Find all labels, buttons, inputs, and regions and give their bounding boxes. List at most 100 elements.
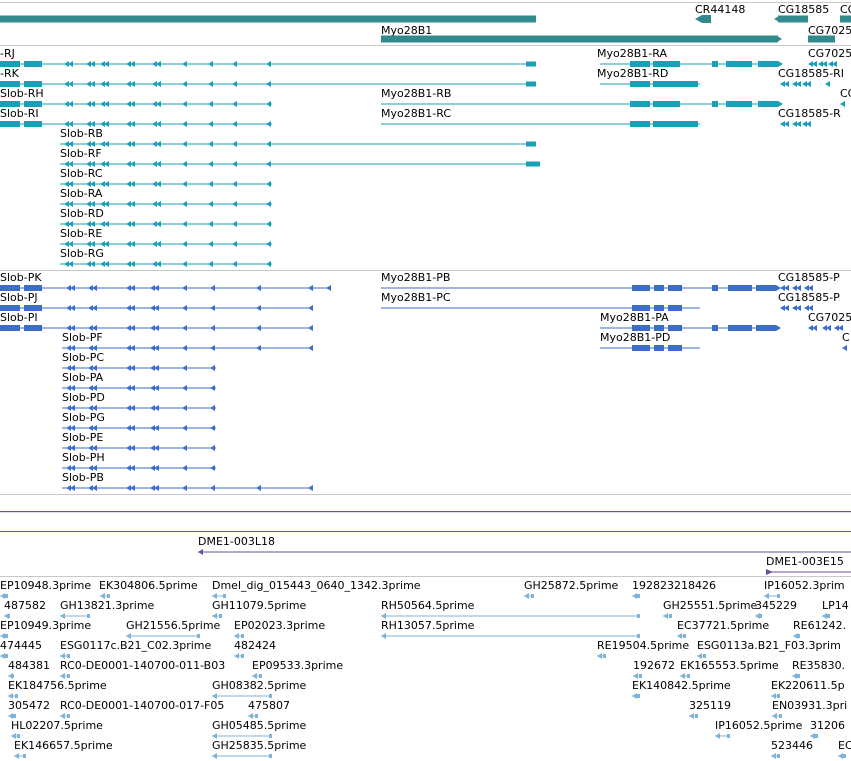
exon-block[interactable] xyxy=(526,61,536,67)
exon-block[interactable] xyxy=(680,121,698,127)
exon-block[interactable] xyxy=(703,654,706,658)
exon-block[interactable] xyxy=(17,734,20,738)
exon-block[interactable] xyxy=(24,305,42,311)
exon-block[interactable] xyxy=(0,15,536,23)
exon-block[interactable] xyxy=(632,325,650,331)
bac-line[interactable] xyxy=(0,531,851,532)
exon-block[interactable] xyxy=(630,81,650,87)
exon-block[interactable] xyxy=(0,305,20,311)
exon-block[interactable] xyxy=(23,754,26,758)
exon-block[interactable] xyxy=(24,61,42,67)
exon-block[interactable] xyxy=(526,161,540,167)
exon-block[interactable] xyxy=(15,694,18,698)
exon-block[interactable] xyxy=(815,734,818,738)
exon-block[interactable] xyxy=(269,734,272,738)
exon-block[interactable] xyxy=(797,674,800,678)
exon-block[interactable] xyxy=(827,614,830,618)
exon-block[interactable] xyxy=(526,81,536,87)
exon-block[interactable] xyxy=(67,654,70,658)
exon-block[interactable] xyxy=(24,81,42,87)
exon-block[interactable] xyxy=(637,614,640,618)
exon-block[interactable] xyxy=(669,614,672,618)
exon-block[interactable] xyxy=(758,61,778,67)
exon-block[interactable] xyxy=(726,61,752,67)
exon-block[interactable] xyxy=(632,305,650,311)
exon-block[interactable] xyxy=(87,614,90,618)
exon-block[interactable] xyxy=(668,305,682,311)
exon-block[interactable] xyxy=(269,694,272,698)
exon-block[interactable] xyxy=(712,325,718,331)
exon-block[interactable] xyxy=(777,694,780,698)
exon-block[interactable] xyxy=(223,594,226,598)
exon-block[interactable] xyxy=(24,121,42,127)
exon-block[interactable] xyxy=(639,674,642,678)
exon-block[interactable] xyxy=(653,61,680,67)
exon-block[interactable] xyxy=(727,734,730,738)
exon-block[interactable] xyxy=(0,81,20,87)
exon-block[interactable] xyxy=(683,634,686,638)
exon-block[interactable] xyxy=(653,121,680,127)
exon-block[interactable] xyxy=(680,81,698,87)
exon-block[interactable] xyxy=(630,61,650,67)
exon-block[interactable] xyxy=(840,15,851,23)
exon-block[interactable] xyxy=(67,674,70,678)
exon-block[interactable] xyxy=(24,325,42,331)
exon-block[interactable] xyxy=(0,61,20,67)
exon-block[interactable] xyxy=(668,285,682,291)
exon-block[interactable] xyxy=(5,634,8,638)
exon-block[interactable] xyxy=(11,674,14,678)
exon-block[interactable] xyxy=(777,754,780,758)
exon-block[interactable] xyxy=(630,121,650,127)
exon-block[interactable] xyxy=(241,654,244,658)
exon-block[interactable] xyxy=(843,754,846,758)
exon-block[interactable] xyxy=(531,594,534,598)
exon-block[interactable] xyxy=(5,654,8,658)
exon-block[interactable] xyxy=(668,325,682,331)
exon-block[interactable] xyxy=(712,285,718,291)
exon-block[interactable] xyxy=(197,634,200,638)
exon-block[interactable] xyxy=(526,141,536,147)
exon-block[interactable] xyxy=(24,101,42,107)
exon-block[interactable] xyxy=(259,674,262,678)
exon-block[interactable] xyxy=(637,634,640,638)
exon-block[interactable] xyxy=(654,285,664,291)
exon-block[interactable] xyxy=(381,35,778,43)
exon-block[interactable] xyxy=(778,15,808,23)
exon-block[interactable] xyxy=(758,101,778,107)
exon-block[interactable] xyxy=(653,101,680,107)
exon-block[interactable] xyxy=(797,634,800,638)
gene-block[interactable] xyxy=(695,15,711,23)
exon-block[interactable] xyxy=(712,101,718,107)
exon-block[interactable] xyxy=(255,714,258,718)
exon-block[interactable] xyxy=(654,305,664,311)
exon-block[interactable] xyxy=(269,754,272,758)
exon-block[interactable] xyxy=(0,121,20,127)
exon-block[interactable] xyxy=(637,594,640,598)
exon-block[interactable] xyxy=(712,61,718,67)
exon-block[interactable] xyxy=(756,325,776,331)
exon-block[interactable] xyxy=(13,714,16,718)
exon-block[interactable] xyxy=(728,285,752,291)
exon-block[interactable] xyxy=(728,325,752,331)
exon-block[interactable] xyxy=(632,285,650,291)
exon-block[interactable] xyxy=(756,285,776,291)
exon-block[interactable] xyxy=(5,594,8,598)
exon-block[interactable] xyxy=(808,35,835,43)
exon-block[interactable] xyxy=(67,714,70,718)
exon-block[interactable] xyxy=(219,614,222,618)
exon-block[interactable] xyxy=(726,101,752,107)
exon-block[interactable] xyxy=(630,101,650,107)
exon-block[interactable] xyxy=(654,325,664,331)
exon-block[interactable] xyxy=(687,674,690,678)
exon-block[interactable] xyxy=(653,81,680,87)
exon-block[interactable] xyxy=(241,634,244,638)
exon-block[interactable] xyxy=(24,285,42,291)
exon-block[interactable] xyxy=(0,101,20,107)
exon-block[interactable] xyxy=(7,614,10,618)
exon-block[interactable] xyxy=(0,325,20,331)
bac-line[interactable] xyxy=(0,511,851,513)
exon-block[interactable] xyxy=(0,285,20,291)
exon-block[interactable] xyxy=(695,714,698,718)
